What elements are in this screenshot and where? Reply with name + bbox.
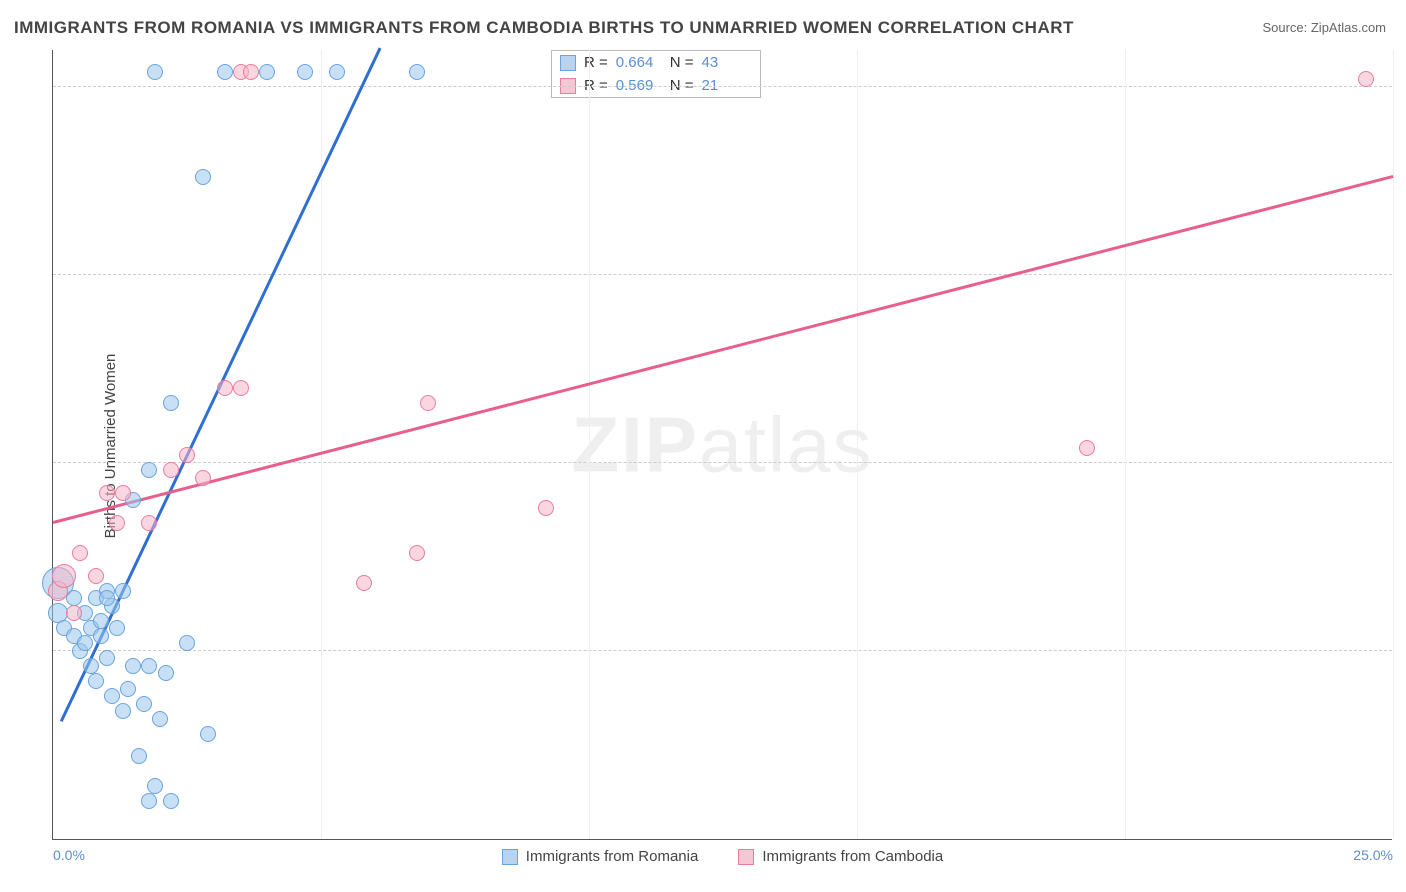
data-point-cambodia: [538, 500, 554, 516]
data-point-romania: [259, 64, 275, 80]
plot-area: ZIPatlas R = 0.664 N = 43 R = 0.569 N = …: [52, 50, 1392, 840]
data-point-romania: [77, 635, 93, 651]
y-tick-label: 50.0%: [1399, 439, 1406, 455]
data-point-cambodia: [420, 395, 436, 411]
data-point-cambodia: [217, 380, 233, 396]
data-point-romania: [115, 703, 131, 719]
data-point-romania: [297, 64, 313, 80]
data-point-cambodia: [52, 564, 76, 588]
stats-row-romania: R = 0.664 N = 43: [552, 51, 760, 74]
data-point-romania: [147, 64, 163, 80]
chart-title: IMMIGRANTS FROM ROMANIA VS IMMIGRANTS FR…: [14, 18, 1074, 38]
y-tick-label: 75.0%: [1399, 251, 1406, 267]
gridline-v: [857, 50, 858, 839]
y-tick-label: 100.0%: [1399, 63, 1406, 79]
data-point-romania: [163, 395, 179, 411]
data-point-cambodia: [115, 485, 131, 501]
x-tick-label: 0.0%: [53, 847, 85, 863]
x-tick-label: 25.0%: [1353, 847, 1393, 863]
legend-item-cambodia: Immigrants from Cambodia: [738, 848, 943, 865]
data-point-romania: [109, 620, 125, 636]
data-point-cambodia: [195, 470, 211, 486]
data-point-romania: [217, 64, 233, 80]
data-point-cambodia: [88, 568, 104, 584]
data-point-cambodia: [233, 380, 249, 396]
watermark: ZIPatlas: [571, 399, 873, 490]
data-point-romania: [152, 711, 168, 727]
data-point-romania: [131, 748, 147, 764]
gridline-v: [1125, 50, 1126, 839]
trend-line-cambodia: [53, 174, 1394, 523]
data-point-romania: [93, 613, 109, 629]
gridline-h: [53, 274, 1392, 275]
r-label: R =: [584, 54, 608, 71]
data-point-romania: [158, 665, 174, 681]
data-point-cambodia: [109, 515, 125, 531]
bottom-legend: Immigrants from Romania Immigrants from …: [53, 848, 1392, 865]
data-point-romania: [147, 778, 163, 794]
data-point-romania: [329, 64, 345, 80]
stats-legend: R = 0.664 N = 43 R = 0.569 N = 21: [551, 50, 761, 98]
data-point-romania: [136, 696, 152, 712]
data-point-romania: [195, 169, 211, 185]
n-label: N =: [670, 54, 694, 71]
n-value-romania: 43: [702, 54, 748, 71]
data-point-romania: [141, 658, 157, 674]
data-point-cambodia: [356, 575, 372, 591]
gridline-h: [53, 462, 1392, 463]
gridline-h: [53, 650, 1392, 651]
legend-item-romania: Immigrants from Romania: [502, 848, 699, 865]
data-point-romania: [115, 583, 131, 599]
watermark-light: atlas: [699, 400, 874, 488]
data-point-romania: [104, 688, 120, 704]
gridline-v: [589, 50, 590, 839]
data-point-romania: [163, 793, 179, 809]
data-point-cambodia: [1358, 71, 1374, 87]
data-point-romania: [88, 673, 104, 689]
data-point-romania: [409, 64, 425, 80]
data-point-romania: [93, 628, 109, 644]
data-point-romania: [83, 658, 99, 674]
data-point-cambodia: [99, 485, 115, 501]
data-point-cambodia: [179, 447, 195, 463]
data-point-romania: [120, 681, 136, 697]
source-label: Source: ZipAtlas.com: [1262, 20, 1386, 35]
data-point-cambodia: [66, 605, 82, 621]
data-point-cambodia: [141, 515, 157, 531]
gridline-h: [53, 86, 1392, 87]
r-value-romania: 0.664: [616, 54, 662, 71]
y-tick-label: 25.0%: [1399, 627, 1406, 643]
watermark-bold: ZIP: [571, 400, 698, 488]
legend-label-cambodia: Immigrants from Cambodia: [762, 848, 943, 865]
swatch-cambodia: [738, 849, 754, 865]
data-point-romania: [99, 590, 115, 606]
data-point-cambodia: [1079, 440, 1095, 456]
data-point-romania: [200, 726, 216, 742]
data-point-romania: [141, 793, 157, 809]
data-point-cambodia: [163, 462, 179, 478]
data-point-romania: [99, 650, 115, 666]
swatch-romania: [560, 55, 576, 71]
data-point-cambodia: [72, 545, 88, 561]
swatch-romania: [502, 849, 518, 865]
data-point-romania: [125, 658, 141, 674]
legend-label-romania: Immigrants from Romania: [526, 848, 699, 865]
gridline-v: [1393, 50, 1394, 839]
data-point-cambodia: [243, 64, 259, 80]
data-point-romania: [66, 590, 82, 606]
data-point-cambodia: [409, 545, 425, 561]
data-point-romania: [179, 635, 195, 651]
data-point-romania: [141, 462, 157, 478]
